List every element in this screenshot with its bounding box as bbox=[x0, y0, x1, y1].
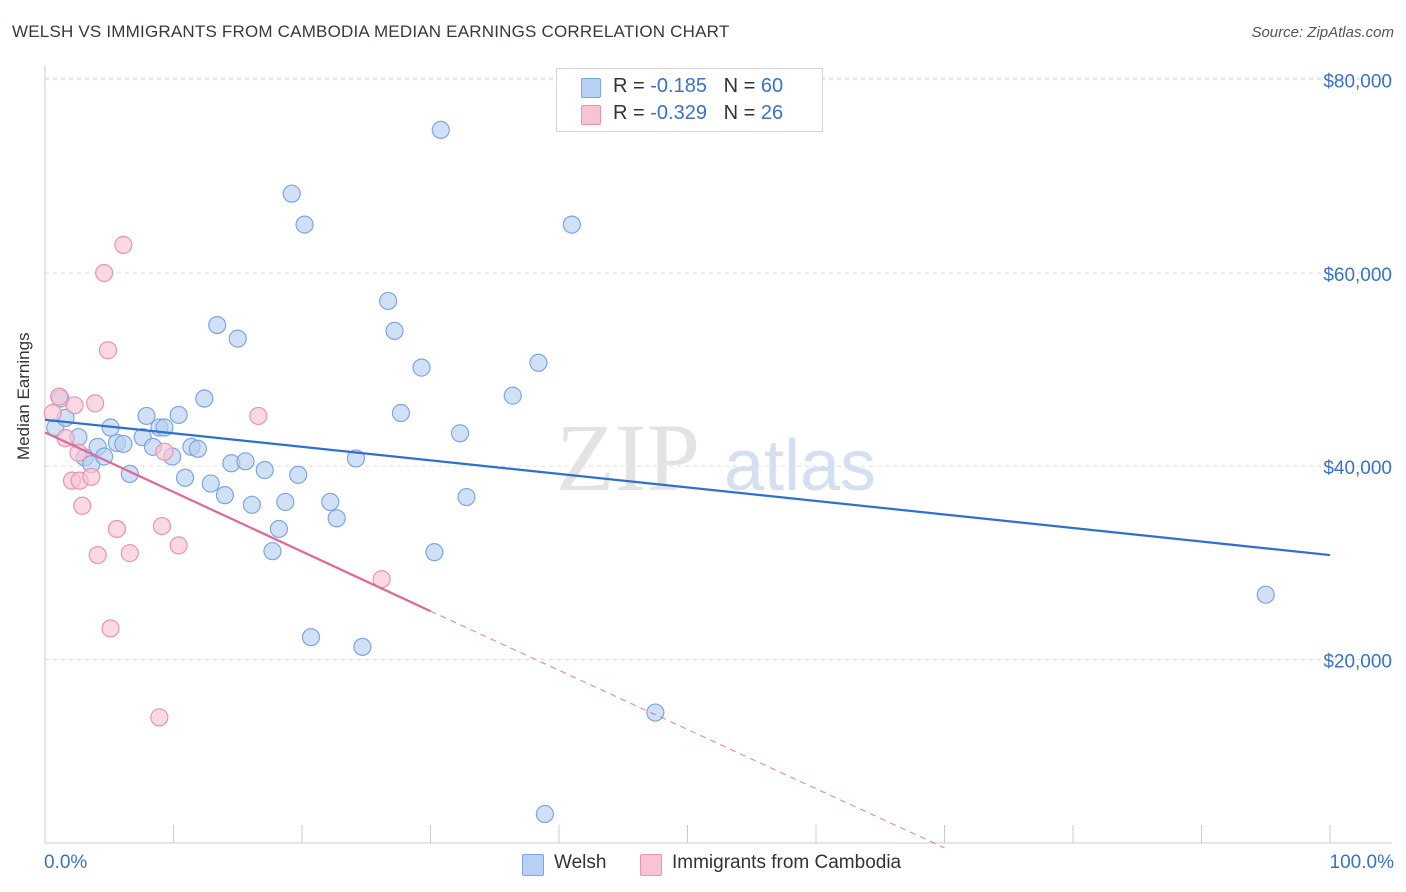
welsh-point bbox=[289, 465, 308, 484]
series-legend: Welsh Immigrants from Cambodia bbox=[0, 852, 1406, 878]
welsh-point bbox=[385, 321, 404, 340]
watermark: ZIP atlas bbox=[556, 404, 876, 511]
welsh-point bbox=[327, 509, 346, 528]
welsh-point bbox=[346, 449, 366, 468]
y-tick-labels: $20,000 $40,000 $60,000 $80,000 bbox=[1323, 72, 1392, 673]
welsh-point bbox=[295, 215, 314, 234]
x-tick-label-min: 0.0% bbox=[44, 852, 88, 873]
welsh-point bbox=[535, 804, 554, 824]
legend-label-welsh: Welsh bbox=[554, 852, 607, 873]
welsh-point bbox=[215, 486, 234, 505]
cambodia-legend-swatch bbox=[640, 854, 662, 876]
welsh-point bbox=[255, 460, 274, 480]
welsh-point bbox=[269, 519, 288, 539]
trend-lines bbox=[44, 418, 1331, 849]
cambodia-point bbox=[73, 496, 92, 515]
r-value: -0.185 bbox=[650, 75, 707, 97]
axes bbox=[44, 66, 1392, 844]
cambodia-point bbox=[150, 708, 169, 727]
y-tick-label: $60,000 bbox=[1323, 265, 1392, 286]
n-value: 60 bbox=[760, 75, 784, 97]
source-credit: Source: ZipAtlas.com bbox=[1251, 24, 1394, 41]
welsh-trend-line bbox=[44, 418, 1331, 557]
welsh-legend-swatch bbox=[522, 854, 544, 876]
welsh-point bbox=[242, 495, 261, 514]
welsh-point bbox=[425, 543, 444, 562]
cambodia-trend-extension bbox=[430, 610, 945, 849]
welsh-point bbox=[353, 637, 372, 656]
grid-lines bbox=[45, 77, 1392, 660]
cambodia-point bbox=[86, 394, 105, 413]
n-value: 26 bbox=[760, 102, 784, 124]
welsh-point bbox=[263, 542, 282, 561]
r-value: -0.329 bbox=[650, 102, 707, 124]
cambodia-point bbox=[82, 467, 101, 486]
cambodia-point bbox=[152, 516, 172, 536]
welsh-point bbox=[450, 424, 470, 443]
welsh-point bbox=[529, 353, 548, 372]
legend-label-cambodia: Immigrants from Cambodia bbox=[672, 852, 902, 873]
cambodia-point bbox=[65, 396, 84, 415]
y-tick-label: $80,000 bbox=[1323, 72, 1392, 93]
welsh-point bbox=[412, 358, 431, 377]
legend-row-welsh-text: R = -0.185 N = 60 bbox=[613, 75, 783, 98]
cambodia-point bbox=[50, 387, 69, 406]
welsh-point bbox=[276, 492, 295, 512]
welsh-point bbox=[175, 468, 195, 487]
cambodia-point bbox=[155, 442, 174, 461]
welsh-point bbox=[391, 403, 411, 423]
welsh-point bbox=[562, 215, 581, 234]
welsh-point bbox=[431, 120, 450, 140]
welsh-point bbox=[378, 291, 398, 311]
welsh-swatch bbox=[581, 78, 601, 98]
r-label: R = bbox=[613, 75, 651, 97]
cambodia-point bbox=[88, 545, 107, 565]
watermark-atlas: atlas bbox=[724, 426, 876, 506]
cambodia-point bbox=[114, 235, 133, 254]
cambodia-point bbox=[120, 544, 139, 563]
chart-title: WELSH VS IMMIGRANTS FROM CAMBODIA MEDIAN… bbox=[12, 22, 730, 41]
legend-row-cambodia-text: R = -0.329 N = 26 bbox=[613, 102, 783, 125]
x-tick-label-max: 100.0% bbox=[1329, 852, 1394, 873]
welsh-point bbox=[228, 329, 247, 348]
welsh-point bbox=[646, 703, 665, 722]
n-label: N = bbox=[723, 102, 761, 124]
cambodia-point bbox=[249, 406, 268, 426]
welsh-point bbox=[503, 386, 522, 405]
n-label: N = bbox=[723, 75, 761, 97]
correlation-legend: R = -0.185 N = 60 R = -0.329 N = 26 bbox=[556, 68, 823, 132]
welsh-point bbox=[301, 628, 321, 647]
y-tick-label: $20,000 bbox=[1323, 651, 1392, 672]
welsh-point bbox=[114, 434, 133, 454]
r-label: R = bbox=[613, 102, 651, 124]
welsh-point bbox=[201, 474, 220, 493]
welsh-point bbox=[321, 492, 340, 512]
welsh-point bbox=[169, 405, 188, 425]
cambodia-point bbox=[98, 341, 118, 360]
welsh-point bbox=[137, 406, 156, 426]
cambodia-swatch bbox=[581, 105, 601, 125]
welsh-point bbox=[188, 439, 208, 458]
cambodia-point bbox=[107, 519, 127, 539]
cambodia-point bbox=[169, 536, 188, 555]
cambodia-point bbox=[95, 263, 114, 283]
welsh-point bbox=[282, 184, 301, 203]
welsh-point bbox=[457, 487, 476, 507]
welsh-point bbox=[208, 315, 227, 335]
y-tick-label: $40,000 bbox=[1323, 458, 1392, 479]
welsh-point bbox=[1256, 585, 1275, 604]
watermark-zip: ZIP bbox=[556, 404, 700, 511]
cambodia-point bbox=[101, 619, 120, 638]
welsh-point bbox=[195, 389, 214, 408]
cambodia-trend-line bbox=[44, 431, 431, 613]
welsh-point bbox=[236, 452, 255, 471]
data-points bbox=[43, 120, 1275, 824]
